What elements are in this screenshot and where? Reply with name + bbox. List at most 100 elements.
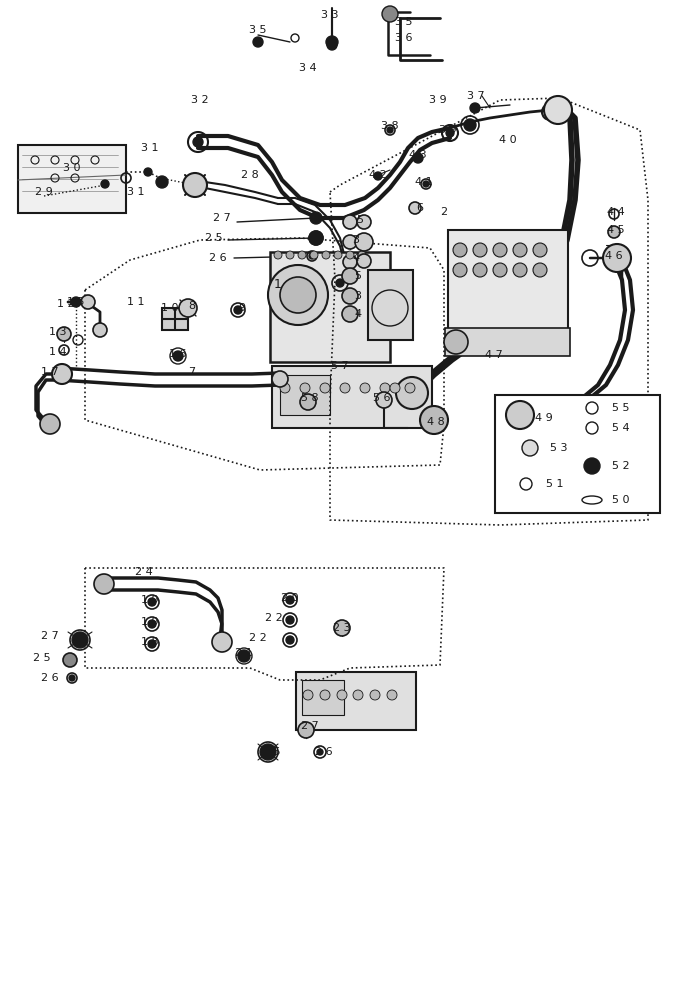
Text: 2 5: 2 5 [205,233,223,243]
Text: 5 4: 5 4 [603,423,621,433]
Text: 8: 8 [189,301,196,311]
Text: 5 4: 5 4 [612,423,630,433]
Text: 4 9: 4 9 [533,413,551,423]
Circle shape [390,383,400,393]
Circle shape [298,722,314,738]
Text: 7: 7 [189,367,196,377]
Circle shape [374,172,382,180]
Circle shape [173,351,183,361]
Circle shape [405,383,415,393]
Text: 2 1: 2 1 [235,648,253,658]
Text: 5 5: 5 5 [612,403,629,413]
Circle shape [336,279,344,287]
Bar [368,270,413,340]
Text: 2 7: 2 7 [301,721,319,731]
Circle shape [94,574,114,594]
Circle shape [387,127,393,133]
Text: 2 5: 2 5 [263,747,280,757]
Circle shape [286,596,294,604]
Text: 3 1: 3 1 [141,143,159,153]
Text: 5 8: 5 8 [301,393,319,403]
Circle shape [93,323,107,337]
Text: 1 9: 1 9 [141,617,159,627]
Circle shape [334,251,342,259]
Circle shape [342,288,358,304]
Circle shape [370,690,380,700]
Circle shape [493,243,507,257]
Text: 2 2: 2 2 [265,613,283,623]
Text: 3 4: 3 4 [299,63,317,73]
Circle shape [413,153,423,163]
Text: 1 6: 1 6 [169,349,187,359]
Circle shape [253,37,263,47]
Text: 2 6: 2 6 [315,747,333,757]
Circle shape [298,251,306,259]
Circle shape [286,251,294,259]
Text: 6: 6 [416,203,423,213]
Circle shape [533,263,547,277]
Text: 3 8: 3 8 [381,121,399,131]
Circle shape [473,243,487,257]
Circle shape [382,6,398,22]
Bar [280,375,330,415]
Circle shape [464,119,476,131]
Circle shape [342,306,358,322]
Circle shape [343,255,357,269]
Circle shape [300,383,310,393]
Text: 4: 4 [352,253,360,263]
Circle shape [320,383,330,393]
Text: 3 5: 3 5 [395,17,413,27]
Bar [18,145,126,213]
Text: 3 0: 3 0 [63,163,81,173]
Circle shape [309,231,323,245]
Circle shape [533,243,547,257]
Text: 2 9: 2 9 [35,187,53,197]
Text: 5 3: 5 3 [541,443,559,453]
Text: 5 2: 5 2 [603,461,621,471]
Circle shape [453,263,467,277]
Text: 5 5: 5 5 [603,403,621,413]
Circle shape [453,243,467,257]
Text: 2 6: 2 6 [209,253,227,263]
Text: 3 7: 3 7 [467,91,485,101]
Circle shape [473,263,487,277]
Circle shape [274,251,282,259]
Circle shape [387,690,397,700]
Circle shape [286,636,294,644]
Text: 2 3: 2 3 [333,623,351,633]
Circle shape [234,306,242,314]
Circle shape [409,202,421,214]
Circle shape [603,244,631,272]
Text: 2 7: 2 7 [213,213,231,223]
Circle shape [193,137,203,147]
Text: 1 3: 1 3 [49,327,67,337]
Text: 5: 5 [356,215,363,225]
Circle shape [63,653,77,667]
Circle shape [528,412,544,428]
Text: 5 1: 5 1 [546,479,564,489]
Circle shape [320,690,330,700]
Circle shape [380,383,390,393]
Circle shape [286,616,294,624]
Circle shape [423,181,429,187]
Circle shape [516,408,544,436]
Circle shape [470,103,480,113]
Circle shape [340,383,350,393]
Circle shape [52,364,72,384]
Circle shape [57,327,71,341]
Bar [270,252,390,362]
Circle shape [343,235,357,249]
Circle shape [72,632,88,648]
Circle shape [300,394,316,410]
Circle shape [156,176,168,188]
Text: 5 3: 5 3 [550,443,567,453]
Text: 4 6: 4 6 [606,251,623,261]
Circle shape [326,36,338,48]
Circle shape [179,299,197,317]
Circle shape [272,371,288,387]
Circle shape [303,690,313,700]
Circle shape [322,251,330,259]
Bar [445,328,570,356]
Circle shape [260,744,276,760]
Circle shape [360,383,370,393]
